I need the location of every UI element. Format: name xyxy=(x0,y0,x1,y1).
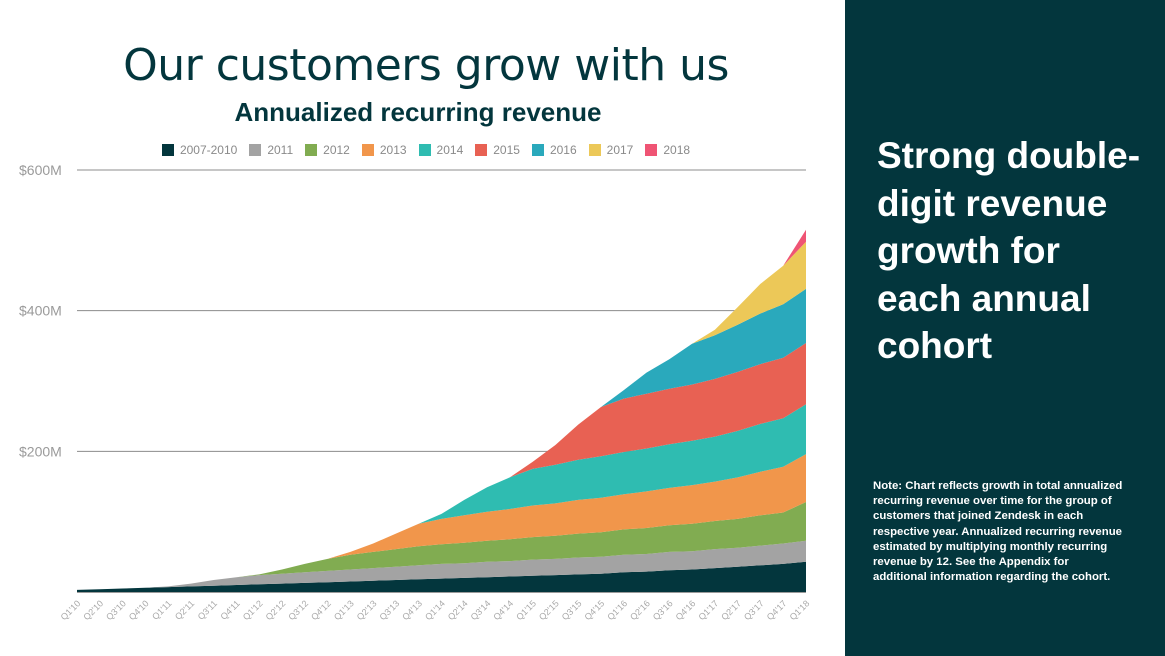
legend-swatch xyxy=(645,144,658,156)
x-tick-label: Q3'11 xyxy=(196,598,219,621)
legend-label: 2016 xyxy=(549,143,577,157)
legend-swatch xyxy=(588,144,601,156)
legend-swatch xyxy=(161,144,174,156)
legend-item: 2012 xyxy=(305,143,350,157)
legend-label: 2013 xyxy=(379,143,407,157)
x-tick-label: Q1'12 xyxy=(241,598,265,622)
x-tick-label: Q1'15 xyxy=(514,598,538,622)
x-tick-label: Q4'16 xyxy=(674,598,698,622)
x-tick-label: Q3'13 xyxy=(377,598,401,622)
legend-item: 2007-2010 xyxy=(161,143,238,157)
x-tick-label: Q1'11 xyxy=(150,598,173,621)
x-tick-label: Q4'12 xyxy=(309,598,333,622)
x-tick-label: Q4'10 xyxy=(127,598,151,622)
legend-label: 2018 xyxy=(663,143,691,157)
legend-label: 2017 xyxy=(606,143,634,157)
x-tick-label: Q2'16 xyxy=(628,598,652,622)
x-tick-label: Q1'17 xyxy=(696,598,720,622)
legend-swatch xyxy=(305,144,318,156)
area-series-2007-2010 xyxy=(77,561,806,592)
x-tick-label: Q2'11 xyxy=(173,598,196,621)
legend-label: 2011 xyxy=(267,143,294,157)
chart-legend: 2007-2010 2011 2012 2013 2014 2015 2016 2017 201… xyxy=(0,143,852,157)
x-tick-label: Q1'13 xyxy=(332,598,356,622)
legend-item: 2015 xyxy=(475,143,520,157)
x-tick-label: Q2'17 xyxy=(719,598,743,622)
x-tick-label: Q4'13 xyxy=(400,598,424,622)
legend-item: 2014 xyxy=(418,143,464,157)
legend-item: 2011 xyxy=(249,143,293,157)
x-tick-label: Q2'10 xyxy=(81,598,105,622)
chart-subtitle: Annualized recurring revenue xyxy=(234,97,602,127)
commentary-panel xyxy=(845,0,1165,656)
x-tick-label: Q2'14 xyxy=(446,598,470,622)
y-tick-label: $200M xyxy=(19,443,62,459)
area-series-2013 xyxy=(77,454,806,590)
x-tick-label: Q1'10 xyxy=(59,598,83,622)
legend-item: 2017 xyxy=(588,143,634,157)
slide-title: Our customers grow with us xyxy=(123,40,729,91)
x-tick-label: Q3'12 xyxy=(286,598,310,622)
area-series-2012 xyxy=(77,502,806,590)
legend-swatch xyxy=(418,144,431,156)
x-tick-label: Q3'16 xyxy=(651,598,675,622)
x-tick-label: Q4'17 xyxy=(765,598,789,622)
footnote-text: Note: Chart reflects growth in total ann… xyxy=(873,480,1123,584)
legend-label: 2014 xyxy=(436,143,464,157)
x-tick-label: Q4'14 xyxy=(491,598,515,622)
legend-label: 2007-2010 xyxy=(179,143,238,157)
legend-swatch xyxy=(361,144,374,156)
x-tick-label: Q1'14 xyxy=(423,598,447,622)
legend-item: 2018 xyxy=(645,143,690,157)
area-series-2011 xyxy=(77,540,806,590)
x-tick-label: Q3'17 xyxy=(742,598,766,622)
x-tick-label: Q3'14 xyxy=(469,598,493,622)
x-tick-label: Q1'18 xyxy=(788,598,812,622)
x-tick-label: Q2'12 xyxy=(264,598,288,622)
legend-swatch xyxy=(475,144,488,156)
x-tick-label: Q4'15 xyxy=(583,598,607,622)
x-tick-label: Q4'11 xyxy=(218,598,241,621)
x-tick-label: Q1'16 xyxy=(605,598,629,622)
x-tick-label: Q2'15 xyxy=(537,598,561,622)
x-tick-label: Q2'13 xyxy=(355,598,379,622)
legend-label: 2012 xyxy=(323,143,350,157)
legend-item: 2016 xyxy=(531,143,577,157)
legend-label: 2015 xyxy=(493,143,520,157)
legend-item: 2013 xyxy=(361,143,407,157)
legend-swatch xyxy=(249,144,262,156)
x-tick-label: Q3'15 xyxy=(560,598,584,622)
headline-text: Strong double-digit revenue growth for e… xyxy=(877,135,1141,366)
legend-swatch xyxy=(531,144,544,156)
area-series-2015 xyxy=(77,343,806,590)
y-tick-label: $600M xyxy=(19,162,62,178)
y-tick-label: $400M xyxy=(19,303,62,319)
x-tick-label: Q3'10 xyxy=(104,598,128,622)
